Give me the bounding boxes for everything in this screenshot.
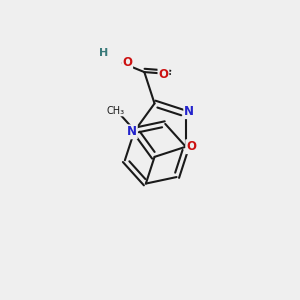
Text: O: O xyxy=(158,68,169,81)
Text: N: N xyxy=(127,125,137,138)
Text: O: O xyxy=(122,56,132,68)
Text: H: H xyxy=(99,48,109,58)
Text: CH₃: CH₃ xyxy=(107,106,125,116)
Text: N: N xyxy=(184,105,194,118)
Text: O: O xyxy=(186,140,196,153)
